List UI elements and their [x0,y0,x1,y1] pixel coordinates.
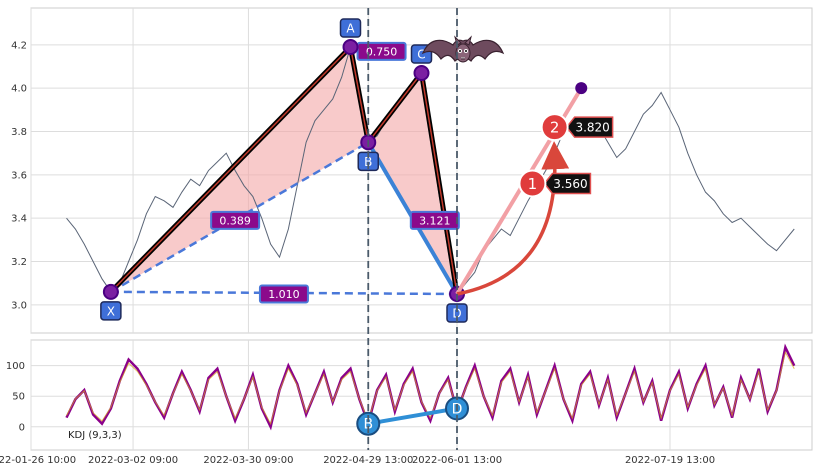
target-value-box [565,116,614,138]
pattern-point-label: A [346,22,355,36]
kdj-series [65,343,796,431]
kdj-point-label: B [363,417,373,433]
kdj-y-tick-label: 0 [19,422,25,433]
bat-icon [421,35,505,63]
pattern-leg [349,46,369,143]
pattern-point-marker [102,283,119,300]
price-y-tick-labels: 3.0 3.2 3.4 3.6 3.8 4.0 4.2 [11,40,27,311]
x-tick-label: 2022-03-02 09:00 [88,455,178,466]
kdj-y-tick-label: 50 [12,392,25,403]
price-y-tick-label: 4.2 [11,40,27,51]
bcd-triangle-fill [368,73,457,294]
pattern-leg [110,46,352,293]
pattern-point-label: D [452,307,461,321]
x-tick-label: 2022-07-19 13:00 [625,455,715,466]
pattern-point-label: C [417,48,425,62]
ratio-label: 3.121 [419,214,451,227]
ratio-labels: 0.389 0.750 3.121 1.010 [210,41,460,304]
pattern-fill-areas [110,47,457,294]
target-value-box [543,172,592,195]
ratio-label-box [409,210,460,230]
target-label: 1 [528,175,538,193]
x-tick-label: 2022-04-29 13:00 [323,455,413,466]
pattern-point-marker [413,65,430,81]
kdj-bd-line [367,406,458,426]
ratio-label-box [210,210,261,230]
projection-end-marker [575,82,588,95]
kdj-y-tick-labels: 0 50 100 [6,361,25,433]
projection-targets: 3.560 1 3.820 2 [455,82,614,296]
target-label: 2 [550,119,560,137]
target-marker [540,113,569,142]
kdj-line [65,343,796,431]
kdj-panel [30,339,813,451]
kdj-legend-label: KDJ (9,3,3) [68,430,122,441]
target-value: 3.560 [553,177,587,191]
pattern-leg [367,72,423,143]
ratio-label: 0.750 [366,45,398,58]
vertical-dashed-markers [367,8,458,450]
price-y-tick-label: 3.2 [11,257,27,268]
pattern-point-label: B [364,155,372,169]
x-tick-label: 2022-06-01 13:00 [412,455,502,466]
kdj-point-marker [356,411,381,436]
pattern-point-marker [342,39,359,55]
target-value: 3.820 [575,121,609,135]
price-y-tick-label: 3.6 [11,170,27,181]
price-y-tick-label: 3.8 [11,127,27,138]
pattern-point-label-box [339,18,362,38]
kdj-y-tick-label: 100 [6,361,25,372]
x-tick-label: 2022-01-26 10:00 [0,455,76,466]
pattern-leg [420,72,458,295]
target-marker [518,169,547,198]
x-tick-labels: 2022-01-26 10:00 2022-03-02 09:00 2022-03-… [0,455,715,466]
ratio-label-box [258,284,309,304]
ratio-label: 1.010 [268,288,300,301]
ratio-label-box [356,41,407,61]
pattern-point-label-box [100,301,122,321]
xab-triangle-fill [110,47,369,292]
kdj-secondary-line [66,350,795,426]
price-y-tick-label: 3.4 [11,214,27,225]
ratio-label: 0.389 [219,214,251,227]
price-y-tick-label: 4.0 [11,84,27,95]
price-y-tick-label: 3.0 [11,300,27,311]
x-tick-label: 2022-03-30 09:00 [203,455,293,466]
pattern-point-label: X [107,304,115,318]
